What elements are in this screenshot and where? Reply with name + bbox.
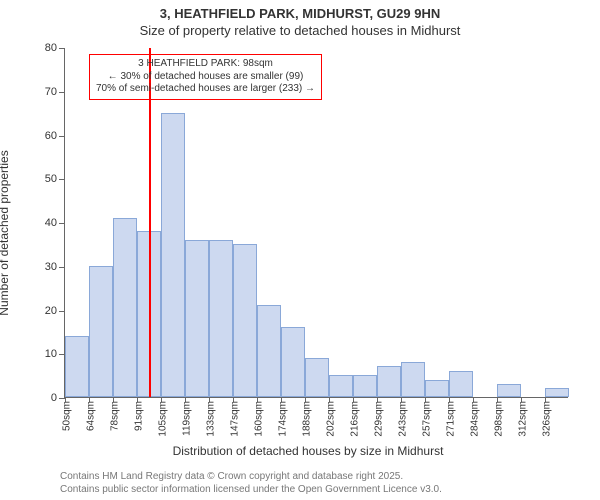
y-tick-label: 40 xyxy=(45,217,57,229)
property-marker-line xyxy=(149,48,151,397)
title-line1: 3, HEATHFIELD PARK, MIDHURST, GU29 9HN xyxy=(0,6,600,23)
x-tick-label: 216sqm xyxy=(350,401,361,437)
x-axis-label: Distribution of detached houses by size … xyxy=(173,444,444,458)
y-tick-label: 20 xyxy=(45,305,57,317)
histogram-bar xyxy=(281,327,305,397)
annotation-line: 70% of semi-detached houses are larger (… xyxy=(96,83,315,96)
histogram-bar xyxy=(257,305,281,397)
histogram-bar xyxy=(401,362,425,397)
x-tick-label: 78sqm xyxy=(110,401,121,431)
footer-line1: Contains HM Land Registry data © Crown c… xyxy=(60,471,442,484)
y-tick-label: 30 xyxy=(45,261,57,273)
x-tick-label: 202sqm xyxy=(326,401,337,437)
x-tick-label: 326sqm xyxy=(542,401,553,437)
y-tick xyxy=(59,136,65,137)
x-tick-label: 312sqm xyxy=(518,401,529,437)
histogram-bar xyxy=(161,113,185,397)
y-tick-label: 0 xyxy=(51,392,57,404)
annotation-line: ← 30% of detached houses are smaller (99… xyxy=(96,71,315,84)
plot-area: Number of detached properties 0102030405… xyxy=(48,48,568,418)
y-tick xyxy=(59,223,65,224)
x-tick-label: 243sqm xyxy=(398,401,409,437)
histogram-bar xyxy=(305,358,329,397)
x-tick-label: 160sqm xyxy=(254,401,265,437)
x-tick-label: 133sqm xyxy=(206,401,217,437)
y-tick-label: 60 xyxy=(45,130,57,142)
annotation-box: 3 HEATHFIELD PARK: 98sqm← 30% of detache… xyxy=(89,54,322,100)
x-tick-label: 105sqm xyxy=(158,401,169,437)
histogram-bar xyxy=(377,366,401,397)
x-tick-label: 91sqm xyxy=(134,401,145,431)
y-tick-label: 10 xyxy=(45,348,57,360)
title-line2: Size of property relative to detached ho… xyxy=(0,23,600,40)
y-tick xyxy=(59,48,65,49)
annotation-line: 3 HEATHFIELD PARK: 98sqm xyxy=(96,58,315,71)
y-tick-label: 70 xyxy=(45,86,57,98)
histogram-bar xyxy=(449,371,473,397)
footer-line2: Contains public sector information licen… xyxy=(60,484,442,497)
x-tick-label: 298sqm xyxy=(494,401,505,437)
x-tick-label: 64sqm xyxy=(86,401,97,431)
footer: Contains HM Land Registry data © Crown c… xyxy=(60,471,442,496)
histogram-bar xyxy=(185,240,209,398)
histogram-bar xyxy=(89,266,113,397)
histogram-bar xyxy=(113,218,137,397)
x-tick-label: 50sqm xyxy=(62,401,73,431)
y-tick-label: 50 xyxy=(45,173,57,185)
x-tick-label: 257sqm xyxy=(422,401,433,437)
x-tick-label: 284sqm xyxy=(470,401,481,437)
histogram-bar xyxy=(233,244,257,397)
histogram-bar xyxy=(353,375,377,397)
histogram-bar xyxy=(209,240,233,398)
y-axis-label: Number of detached properties xyxy=(0,150,11,315)
histogram-bar xyxy=(425,380,449,398)
y-tick xyxy=(59,92,65,93)
y-tick xyxy=(59,179,65,180)
x-tick-label: 174sqm xyxy=(278,401,289,437)
chart-title-block: 3, HEATHFIELD PARK, MIDHURST, GU29 9HN S… xyxy=(0,0,600,40)
y-tick xyxy=(59,267,65,268)
histogram: 0102030405060708050sqm64sqm78sqm91sqm105… xyxy=(64,48,568,398)
y-tick xyxy=(59,311,65,312)
x-tick-label: 119sqm xyxy=(182,401,193,436)
histogram-bar xyxy=(545,388,569,397)
histogram-bar xyxy=(65,336,89,397)
x-tick-label: 271sqm xyxy=(446,401,457,437)
x-tick-label: 229sqm xyxy=(374,401,385,437)
histogram-bar xyxy=(497,384,521,397)
histogram-bar xyxy=(329,375,353,397)
y-tick-label: 80 xyxy=(45,42,57,54)
x-tick-label: 188sqm xyxy=(302,401,313,437)
x-tick-label: 147sqm xyxy=(230,401,241,437)
